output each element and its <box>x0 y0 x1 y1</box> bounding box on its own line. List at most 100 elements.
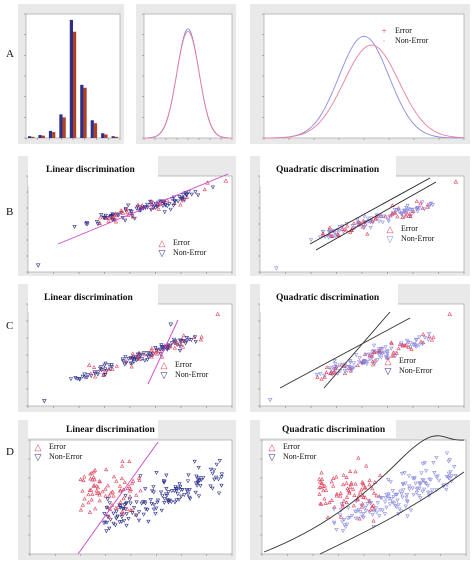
non-error-point <box>132 216 137 221</box>
non-error-point <box>404 210 409 214</box>
non-error-point <box>374 510 379 515</box>
non-error-point <box>406 207 411 211</box>
non-error-point <box>167 202 172 207</box>
non-error-point <box>208 484 213 489</box>
non-error-point <box>118 504 123 509</box>
non-error-point <box>346 365 352 369</box>
error-point <box>94 488 99 493</box>
error-point <box>338 514 344 519</box>
non-error-point <box>120 359 126 364</box>
non-error-point <box>377 219 382 224</box>
non-error-point <box>214 462 219 467</box>
error-point <box>363 485 368 490</box>
non-error-point <box>193 490 198 495</box>
non-error-point <box>117 503 122 508</box>
non-error-point <box>130 357 135 361</box>
non-error-point <box>375 501 380 506</box>
legend-label-error: Error <box>173 238 190 247</box>
non-error-point <box>424 469 429 474</box>
error-point <box>119 476 125 481</box>
non-error-point <box>405 500 410 504</box>
error-triangle-icon: △ <box>158 238 166 248</box>
histogram-bar <box>73 31 77 138</box>
non-error-point <box>85 373 91 378</box>
legend-item-non-error: ▽ Non-Error <box>382 234 435 244</box>
error-point <box>334 493 339 498</box>
legend-item-non-error: ▽ Non-Error <box>156 370 209 380</box>
histogram-bar <box>104 134 108 138</box>
error-point <box>357 516 362 521</box>
error-point <box>338 493 343 498</box>
non-error-point <box>331 507 337 512</box>
non-error-point <box>177 338 183 343</box>
error-point <box>377 473 383 478</box>
error-point <box>319 376 324 381</box>
non-error-point <box>114 509 119 514</box>
non-error-point <box>404 338 410 343</box>
error-point <box>340 504 345 509</box>
error-point <box>97 220 102 225</box>
non-error-point <box>130 511 135 516</box>
non-error-point <box>194 483 200 488</box>
non-error-point <box>117 520 122 525</box>
non-error-point <box>193 190 198 195</box>
non-error-point <box>127 497 132 502</box>
non-error-point <box>391 494 396 499</box>
non-error-point <box>425 483 431 488</box>
error-point <box>453 179 459 184</box>
non-error-point <box>414 338 419 343</box>
error-point <box>202 187 207 192</box>
histogram-bar <box>31 136 35 138</box>
non-error-point <box>106 363 112 367</box>
non-error-point <box>173 485 178 490</box>
error-point <box>127 494 133 499</box>
error-point <box>333 366 338 371</box>
error-point <box>78 477 83 481</box>
non-error-point <box>159 508 164 513</box>
non-error-point <box>165 498 170 502</box>
non-error-point <box>379 355 384 360</box>
error-point <box>325 515 331 520</box>
error-point <box>87 509 93 514</box>
non-error-point <box>417 486 422 491</box>
non-error-point <box>372 508 377 513</box>
error-point <box>323 501 328 505</box>
decision-boundary <box>77 441 159 555</box>
error-point <box>118 488 123 493</box>
error-point <box>111 493 116 498</box>
legend-label-error: Error <box>175 360 192 369</box>
error-point <box>129 481 135 486</box>
non-error-point <box>99 368 104 373</box>
non-error-point <box>145 202 150 207</box>
error-point <box>129 355 134 360</box>
non-error-point <box>412 341 417 346</box>
row-label-d: D <box>6 446 14 458</box>
decision-boundary <box>319 471 465 555</box>
error-point <box>107 493 112 498</box>
non-error-point <box>146 355 151 360</box>
non-error-point <box>331 520 336 525</box>
error-point <box>215 311 221 316</box>
error-point <box>364 463 369 468</box>
non-error-point <box>94 220 100 224</box>
error-point <box>118 499 123 504</box>
error-point <box>149 353 154 357</box>
non-error-point <box>379 496 385 500</box>
non-error-point <box>219 472 224 477</box>
non-error-point <box>166 500 171 505</box>
non-error-point <box>177 482 182 487</box>
error-point <box>110 366 115 371</box>
non-error-point <box>374 349 379 354</box>
error-triangle-icon: △ <box>384 356 392 366</box>
non-error-point <box>119 515 125 520</box>
non-error-point <box>178 488 183 493</box>
non-error-point <box>136 510 142 515</box>
non-error-point <box>169 341 174 346</box>
non-error-point <box>381 350 387 355</box>
error-point <box>181 333 186 338</box>
non-error-point <box>384 505 389 510</box>
error-point <box>149 199 154 203</box>
histogram-bar <box>80 84 84 138</box>
non-error-point <box>422 487 427 492</box>
non-error-point <box>452 465 457 469</box>
